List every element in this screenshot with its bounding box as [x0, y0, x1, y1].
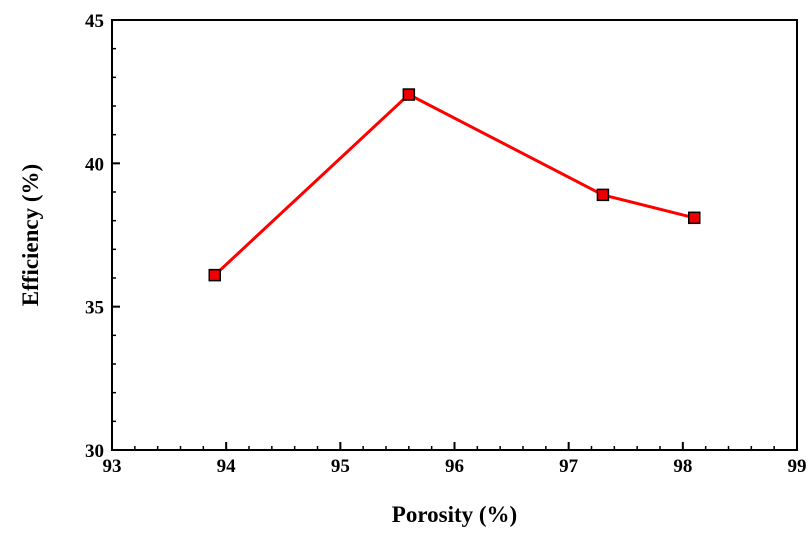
plot-area-frame: [111, 19, 798, 451]
x-tick-label: 99: [788, 456, 807, 477]
series-layer: [208, 88, 701, 282]
x-tick-label: 98: [673, 456, 692, 477]
data-point-marker: [688, 211, 701, 225]
y-tick-label: 35: [85, 298, 104, 319]
data-point-marker: [596, 188, 610, 202]
y-tick-label: 40: [85, 154, 104, 175]
y-tick-label: 30: [85, 441, 104, 462]
x-axis-title: Porosity (%): [392, 502, 517, 527]
y-axis-title: Efficiency (%): [18, 164, 43, 306]
tick-labels: 93 94 95 96 97 98 99 30 35 40 45: [85, 11, 807, 477]
data-point-marker: [208, 268, 221, 282]
x-tick-label: 96: [445, 456, 464, 477]
x-tick-label: 93: [103, 456, 122, 477]
x-tick-label: 97: [559, 456, 579, 477]
series-line: [213, 93, 695, 277]
y-tick-label: 45: [85, 11, 104, 32]
data-point-marker: [402, 88, 416, 101]
x-tick-label: 94: [217, 456, 237, 477]
x-tick-label: 95: [331, 456, 350, 477]
